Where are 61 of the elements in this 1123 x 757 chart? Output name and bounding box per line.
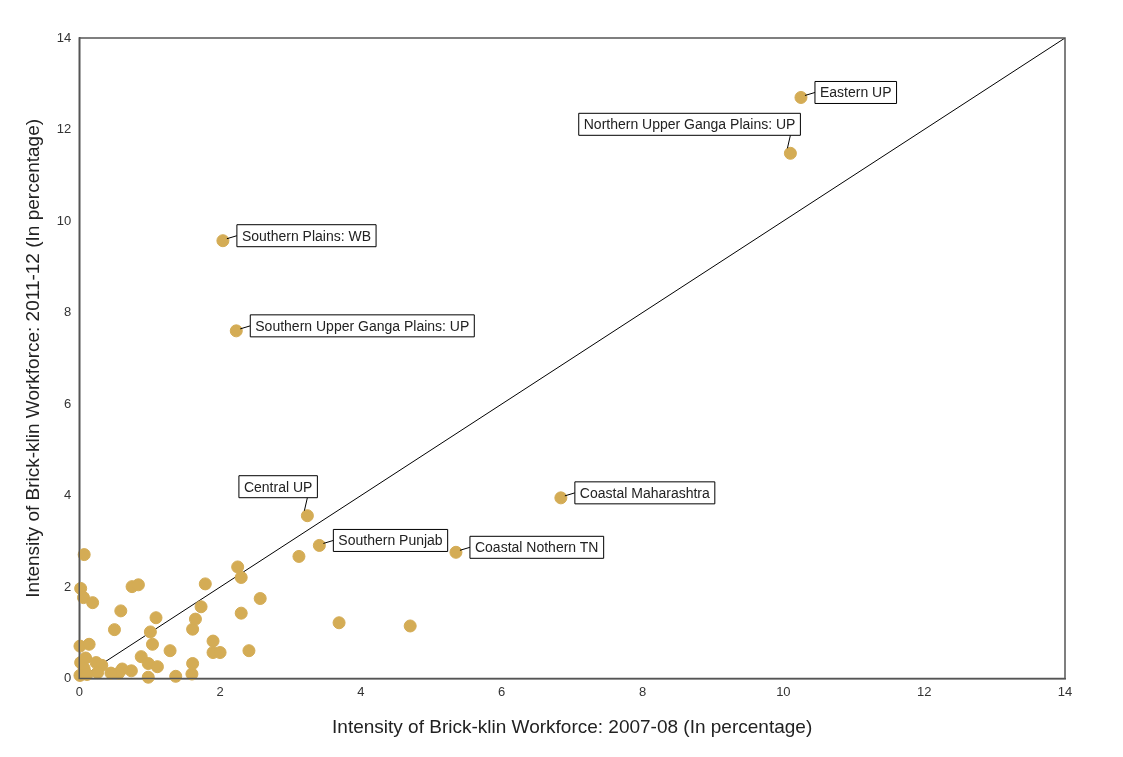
point — [145, 637, 159, 651]
point — [107, 623, 121, 637]
x-tick-label: 8 — [638, 683, 647, 699]
point — [231, 560, 245, 574]
y-axis-title: Intensity of Brick-klin Workforce: 2011-12 (In percentage) — [21, 118, 43, 598]
point — [403, 619, 417, 633]
point — [332, 616, 346, 630]
point — [149, 611, 163, 625]
x-tick-label: 2 — [216, 683, 224, 699]
point — [229, 324, 243, 338]
x-tick-label: 10 — [776, 683, 791, 699]
point — [234, 606, 248, 620]
y-tick-label: 10 — [56, 212, 72, 228]
point — [292, 549, 306, 563]
point — [794, 90, 808, 104]
point — [91, 666, 105, 680]
point — [150, 660, 164, 674]
annotation: Northern Upper Ganga Plains: UP — [583, 116, 796, 133]
x-tick-label: 14 — [1057, 683, 1073, 699]
x-tick-label: 6 — [498, 683, 506, 699]
x-axis-title: Intensity of Brick-klin Workforce: 2007-08 (In percentage) — [332, 715, 813, 737]
annotation: Southern Punjab — [338, 532, 443, 549]
point — [141, 670, 155, 684]
y-tick-label: 8 — [64, 304, 72, 320]
x-tick-label: 12 — [916, 683, 932, 699]
point — [186, 657, 200, 670]
point — [216, 234, 230, 248]
point — [234, 570, 248, 584]
y-tick-label: 12 — [56, 121, 72, 137]
point — [194, 600, 208, 614]
y-tick-label: 2 — [64, 578, 72, 594]
point — [198, 577, 212, 591]
point — [253, 592, 267, 606]
point — [82, 637, 96, 651]
y-tick-label: 4 — [64, 487, 72, 503]
annotation: Southern Upper Ganga Plains: UP — [255, 317, 470, 334]
annotation: Central UP — [243, 478, 313, 495]
point — [242, 644, 256, 658]
y-tick-label: 6 — [64, 395, 72, 411]
point — [163, 644, 177, 658]
point — [169, 669, 183, 683]
point — [300, 509, 314, 523]
point — [131, 578, 145, 592]
y-tick-label: 0 — [64, 670, 72, 686]
point — [554, 491, 568, 505]
x-tick-label: 4 — [357, 683, 365, 699]
annotation: Coastal Nothern TN — [474, 539, 599, 556]
y-tick-label: 14 — [56, 29, 72, 45]
point — [77, 548, 91, 562]
point — [143, 625, 157, 639]
annotation: Eastern UP — [819, 84, 892, 101]
point — [114, 604, 128, 618]
point — [86, 596, 100, 610]
point — [783, 146, 797, 160]
point — [449, 545, 463, 559]
annotation: Coastal Maharashtra — [579, 484, 711, 501]
annotation: Southern Plains: WB — [241, 227, 372, 244]
x-tick-label: 0 — [75, 683, 83, 699]
point — [206, 634, 220, 648]
point — [312, 538, 326, 552]
point — [188, 612, 202, 626]
